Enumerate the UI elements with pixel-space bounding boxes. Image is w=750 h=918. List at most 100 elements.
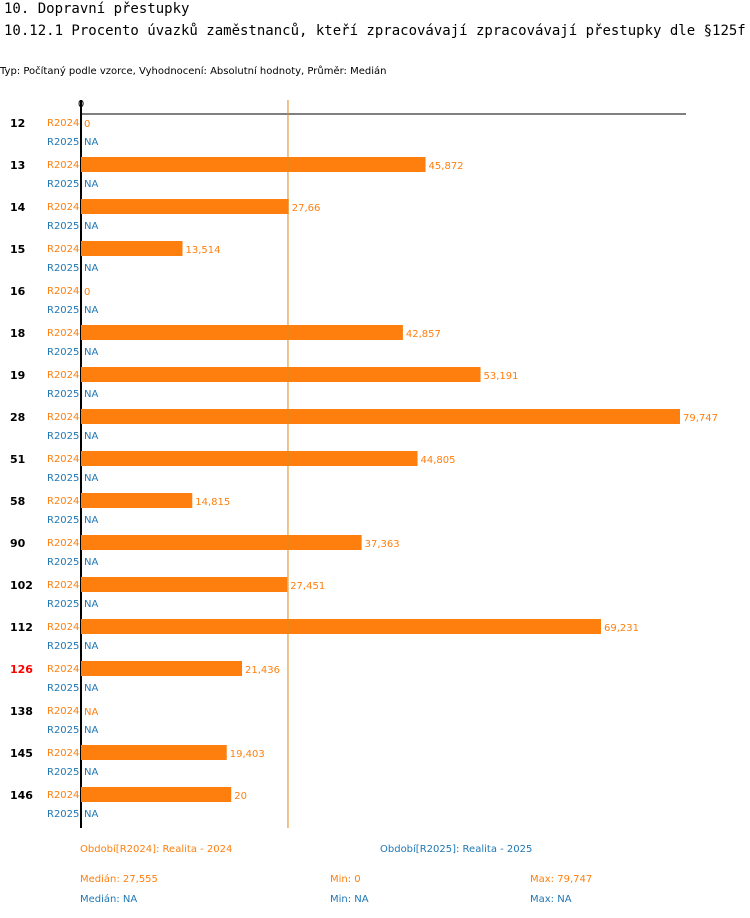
series-label-r2024: R2024: [47, 286, 79, 297]
series-label-r2024: R2024: [47, 244, 79, 255]
stat-max-r2024: Max: 79,747: [530, 874, 593, 885]
data-label-r2024: 21,436: [245, 665, 280, 676]
series-label-r2025: R2025: [47, 473, 79, 484]
stat-min-r2024: Min: 0: [330, 874, 361, 885]
series-label-r2025: R2025: [47, 641, 79, 652]
bar-r2024: [81, 409, 680, 424]
category-label: 145: [10, 747, 33, 760]
data-label-r2025: NA: [84, 347, 98, 358]
series-label-r2024: R2024: [47, 160, 79, 171]
series-label-r2024: R2024: [47, 580, 79, 591]
data-label-r2025: NA: [84, 683, 98, 694]
series-label-r2024: R2024: [47, 664, 79, 675]
stat-median-r2025: Medián: NA: [80, 894, 138, 905]
series-label-r2024: R2024: [47, 454, 79, 465]
category-label: 58: [10, 495, 25, 508]
category-label: 19: [10, 369, 25, 382]
series-label-r2025: R2025: [47, 431, 79, 442]
category-label: 102: [10, 579, 33, 592]
series-label-r2025: R2025: [47, 305, 79, 316]
series-label-r2025: R2025: [47, 515, 79, 526]
series-label-r2025: R2025: [47, 683, 79, 694]
data-label-r2024: 0: [84, 119, 90, 130]
category-label: 12: [10, 117, 25, 130]
chart-title: 10.12.1 Procento úvazků zaměstnanců, kte…: [4, 23, 748, 39]
data-label-r2024: 37,363: [365, 539, 400, 550]
data-label-r2025: NA: [84, 515, 98, 526]
bar-r2024: [81, 367, 481, 382]
data-label-r2024: 79,747: [683, 413, 718, 424]
section-title: 10. Dopravní přestupky: [4, 1, 190, 17]
series-label-r2025: R2025: [47, 557, 79, 568]
series-label-r2024: R2024: [47, 202, 79, 213]
bar-r2024: [81, 493, 193, 508]
legend-r2024: Období[R2024]: Realita - 2024: [80, 844, 233, 855]
data-label-r2024: 45,872: [429, 161, 464, 172]
series-label-r2024: R2024: [47, 790, 79, 801]
bar-r2024: [81, 535, 362, 550]
bar-r2024: [81, 661, 243, 676]
series-label-r2025: R2025: [47, 809, 79, 820]
series-label-r2025: R2025: [47, 179, 79, 190]
stat-median-r2024: Medián: 27,555: [80, 874, 158, 885]
series-label-r2025: R2025: [47, 221, 79, 232]
data-label-r2025: NA: [84, 809, 98, 820]
stat-min-r2025: Min: NA: [330, 894, 369, 905]
series-label-r2024: R2024: [47, 538, 79, 549]
data-label-r2025: NA: [84, 599, 98, 610]
data-label-r2024: 27,66: [292, 203, 321, 214]
bar-r2024: [81, 157, 426, 172]
data-label-r2024: 20: [234, 791, 247, 802]
series-label-r2025: R2025: [47, 599, 79, 610]
category-label: 14: [10, 201, 26, 214]
bar-chart: 0 12 R2024 0 R2025 NA 13 R2024 45,872 R2025 NA 14 R2…: [10, 99, 718, 828]
series-label-r2025: R2025: [47, 389, 79, 400]
data-label-r2025: NA: [84, 137, 98, 148]
series-label-r2024: R2024: [47, 706, 79, 717]
data-label-r2024: 0: [84, 287, 90, 298]
category-label: 112: [10, 621, 33, 634]
bar-r2024: [81, 619, 602, 634]
data-label-r2025: NA: [84, 179, 98, 190]
data-label-r2024: 19,403: [230, 749, 265, 760]
legend-r2025: Období[R2025]: Realita - 2025: [380, 844, 533, 855]
series-label-r2024: R2024: [47, 328, 79, 339]
data-label-r2025: NA: [84, 263, 98, 274]
series-label-r2024: R2024: [47, 412, 79, 423]
data-label-r2025: NA: [84, 389, 98, 400]
series-label-r2025: R2025: [47, 137, 79, 148]
data-label-r2025: NA: [84, 305, 98, 316]
category-label: 18: [10, 327, 25, 340]
stat-max-r2025: Max: NA: [530, 894, 572, 905]
category-label: 13: [10, 159, 25, 172]
series-label-r2024: R2024: [47, 118, 79, 129]
bar-r2024: [81, 745, 227, 760]
data-label-r2024: NA: [84, 707, 98, 718]
data-label-r2024: 42,857: [406, 329, 441, 340]
data-label-r2025: NA: [84, 725, 98, 736]
category-label: 15: [10, 243, 25, 256]
data-label-r2024: 44,805: [421, 455, 456, 466]
data-label-r2025: NA: [84, 431, 98, 442]
category-label: 90: [10, 537, 26, 550]
category-label: 51: [10, 453, 25, 466]
series-label-r2024: R2024: [47, 496, 79, 507]
data-label-r2024: 14,815: [195, 497, 230, 508]
bar-r2024: [81, 451, 418, 466]
category-label: 146: [10, 789, 33, 802]
category-label: 138: [10, 705, 33, 718]
data-label-r2024: 13,514: [186, 245, 221, 256]
series-label-r2024: R2024: [47, 370, 79, 381]
category-label: 16: [10, 285, 26, 298]
bar-r2024: [81, 325, 403, 340]
data-label-r2024: 27,451: [290, 581, 325, 592]
bar-r2024: [81, 199, 289, 214]
bar-r2024: [81, 787, 232, 802]
category-label: 126: [10, 663, 33, 676]
data-label-r2024: 53,191: [484, 371, 519, 382]
series-label-r2025: R2025: [47, 725, 79, 736]
series-label-r2025: R2025: [47, 263, 79, 274]
bar-r2024: [81, 577, 288, 592]
data-label-r2025: NA: [84, 767, 98, 778]
data-label-r2025: NA: [84, 641, 98, 652]
